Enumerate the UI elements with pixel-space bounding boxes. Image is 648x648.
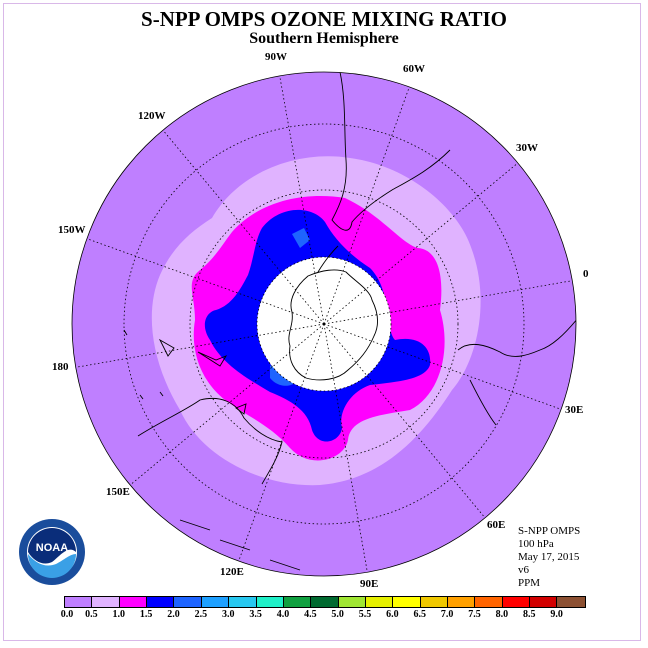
noaa-logo-text: NOAA [36,542,68,554]
globe-outline [71,71,577,577]
colorbar-segment [283,597,312,607]
colorbar [64,596,586,608]
colorbar-tick-label: 4.5 [304,609,317,620]
longitude-labels: 90W 60W 30W 0 30E 60E 90E 120E 150E 180 … [52,51,589,590]
colorbar-segment [311,597,339,607]
tasmania [235,403,247,415]
colorbar-segment [420,597,449,607]
lon-label-30w: 30W [516,142,538,154]
colorbar-segment [201,597,230,607]
colorbar-segment [502,597,531,607]
colorbar-tick-label: 0.0 [60,609,74,620]
lon-label-30e: 30E [565,404,583,416]
lon-label-90e: 90E [360,578,378,590]
colorbar-tick-label: 2.5 [194,609,208,620]
colorbar-segment [119,597,148,607]
colorbar-segment [65,597,93,607]
colorbar-tick-label: 8.0 [495,609,509,620]
lon-label-0: 0 [583,268,589,280]
pacific-islands [123,329,164,400]
colorbar-tick-label: 6.5 [413,609,427,620]
info-unit: PPM [518,577,541,589]
colorbar-tick-label: 0.5 [85,609,98,620]
colorbar-tick-label: 2.0 [167,609,180,620]
new-zealand-north [197,351,228,367]
lon-label-120w: 120W [138,110,166,122]
info-block: S-NPP OMPS 100 hPa May 17, 2015 v6 PPM [518,525,580,590]
lon-label-60w: 60W [403,63,425,75]
lon-label-60e: 60E [487,519,505,531]
info-instrument: S-NPP OMPS [518,525,581,537]
lon-label-120e: 120E [220,566,244,578]
colorbar-tick-label: 7.5 [468,609,481,620]
noaa-logo: NOAA [19,519,85,585]
colorbar-tick-label: 9.0 [550,609,563,620]
colorbar-segment [256,597,284,607]
colorbar-segment [147,597,175,607]
info-level: 100 hPa [518,538,554,550]
colorbar-tick-label: 5.0 [331,609,344,620]
lon-label-90w: 90W [265,51,287,63]
madagascar [559,439,576,471]
colorbar-segment [229,597,257,607]
colorbar-segment [557,597,585,607]
antarctic-peninsula [317,245,339,273]
ozone-contour-lightblue-1 [292,228,310,248]
south-america-coast [331,72,451,231]
figure-frame [3,3,641,641]
map-subtitle: Southern Hemisphere [249,30,399,47]
colorbar-tick-label: 4.0 [276,609,290,620]
lon-label-150e: 150E [106,486,130,498]
colorbar-tick-label: 8.5 [523,609,536,620]
lon-label-180: 180 [52,361,69,373]
colorbar-tick-label: 5.5 [358,609,372,620]
colorbar-segment [475,597,503,607]
australia-coast [137,398,283,485]
colorbar-tick-label: 1.5 [139,609,153,620]
colorbar-segment [365,597,394,607]
colorbar-ticks: 0.0 0.5 1.0 1.5 2.0 2.5 3.0 3.5 4.0 4.5 5.0 5.5 6.0 6… [60,609,584,623]
coastlines [123,72,576,571]
colorbar-tick-label: 7.0 [440,609,454,620]
map-title: S-NPP OMPS OZONE MIXING RATIO [141,7,507,31]
colorbar-tick-label: 3.0 [221,609,235,620]
colorbar-tick-label: 1.0 [112,609,125,620]
new-zealand-south [158,338,175,357]
colorbar-segment [174,597,202,607]
info-version: v6 [518,564,529,576]
antarctica-coast [288,269,379,381]
indonesia-islands [179,519,301,571]
graticule [72,72,576,576]
colorbar-segment [338,597,366,607]
colorbar-segment [393,597,421,607]
africa-coast [457,317,576,357]
colorbar-tick-label: 6.0 [386,609,399,620]
colorbar-segment [530,597,558,607]
info-date: May 17, 2015 [518,551,580,563]
south-pole-marker [322,322,326,326]
colorbar-segment [448,597,476,607]
africa-south [469,379,497,426]
colorbar-segment [92,597,120,607]
colorbar-tick-label: 3.5 [249,609,262,620]
lon-label-150w: 150W [58,224,86,236]
